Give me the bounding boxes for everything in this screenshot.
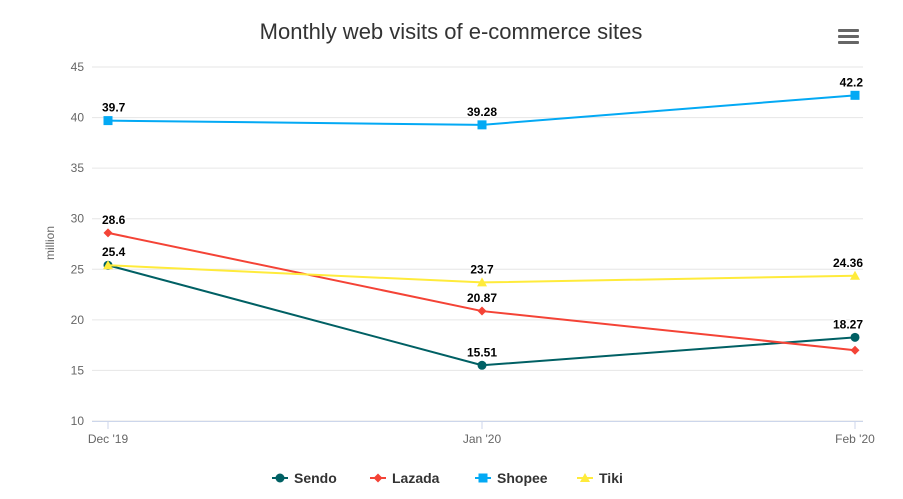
- data-point-shopee: [850, 90, 860, 100]
- legend-symbol-marker: [580, 473, 590, 482]
- hamburger-menu-button[interactable]: [832, 22, 866, 52]
- series-lazada[interactable]: [103, 228, 860, 355]
- data-label-lazada: 28.6: [102, 213, 126, 227]
- y-tick-label: 30: [71, 212, 85, 226]
- legend-item-tiki[interactable]: Tiki: [577, 470, 623, 486]
- data-label-shopee: 39.28: [467, 105, 497, 119]
- legend: Sendo Lazada Shopee Tiki: [272, 470, 623, 486]
- data-label-sendo: 15.51: [467, 345, 497, 359]
- data-point-tiki: [477, 277, 487, 287]
- series-layer: [103, 90, 860, 370]
- y-tick-label: 10: [71, 414, 85, 428]
- data-point-tiki: [103, 260, 113, 270]
- data-labels: 25.4 15.51 18.27 28.6 20.87 39.7 39.28 42.2 23.7…: [101, 74, 865, 361]
- x-tick-label: Feb '20: [835, 432, 875, 446]
- data-label-tiki: 24.36: [833, 256, 863, 270]
- legend-symbol-marker: [373, 473, 383, 483]
- data-point-lazada: [477, 306, 487, 316]
- y-axis: 10 15 20 25 30 35 40 45: [71, 60, 85, 428]
- data-point-tiki: [850, 270, 860, 280]
- y-tick-label: 15: [71, 363, 85, 377]
- hamburger-menu-icon-bar: [838, 35, 859, 38]
- legend-label: Lazada: [392, 470, 440, 486]
- legend-label: Shopee: [497, 470, 548, 486]
- legend-item-sendo[interactable]: Sendo: [272, 470, 337, 486]
- x-axis: Dec '19 Jan '20 Feb '20: [88, 421, 875, 446]
- x-tick-label: Dec '19: [88, 432, 129, 446]
- data-label-tiki: 23.7: [470, 262, 494, 276]
- data-point-lazada: [103, 228, 113, 238]
- y-tick-label: 35: [71, 161, 85, 175]
- gridlines: [92, 66, 863, 422]
- y-tick-label: 45: [71, 60, 85, 74]
- data-point-sendo: [850, 332, 860, 342]
- data-label-shopee: 42.2: [840, 75, 864, 89]
- data-label-sendo: 18.27: [833, 317, 863, 331]
- y-axis-title: million: [43, 226, 57, 260]
- data-point-sendo: [477, 360, 487, 370]
- data-point-shopee: [477, 120, 487, 130]
- series-shopee[interactable]: [103, 90, 860, 130]
- data-label-sendo: 25.4: [102, 245, 126, 259]
- data-point-shopee: [103, 116, 113, 126]
- y-tick-label: 40: [71, 111, 85, 125]
- y-tick-label: 20: [71, 313, 85, 327]
- legend-symbol-marker: [275, 473, 285, 483]
- legend-item-lazada[interactable]: Lazada: [370, 470, 440, 486]
- series-tiki[interactable]: [103, 260, 860, 287]
- hamburger-menu-icon-bar: [838, 41, 859, 44]
- chart-title: Monthly web visits of e-commerce sites: [260, 19, 643, 44]
- data-label-shopee: 39.7: [102, 101, 126, 115]
- legend-label: Sendo: [294, 470, 337, 486]
- legend-symbol-marker: [478, 473, 488, 483]
- y-tick-label: 25: [71, 262, 85, 276]
- legend-item-shopee[interactable]: Shopee: [475, 470, 548, 486]
- x-tick-label: Jan '20: [463, 432, 502, 446]
- legend-label: Tiki: [599, 470, 623, 486]
- data-point-lazada: [850, 345, 860, 355]
- data-label-lazada: 20.87: [467, 291, 497, 305]
- hamburger-menu-icon: [838, 29, 859, 32]
